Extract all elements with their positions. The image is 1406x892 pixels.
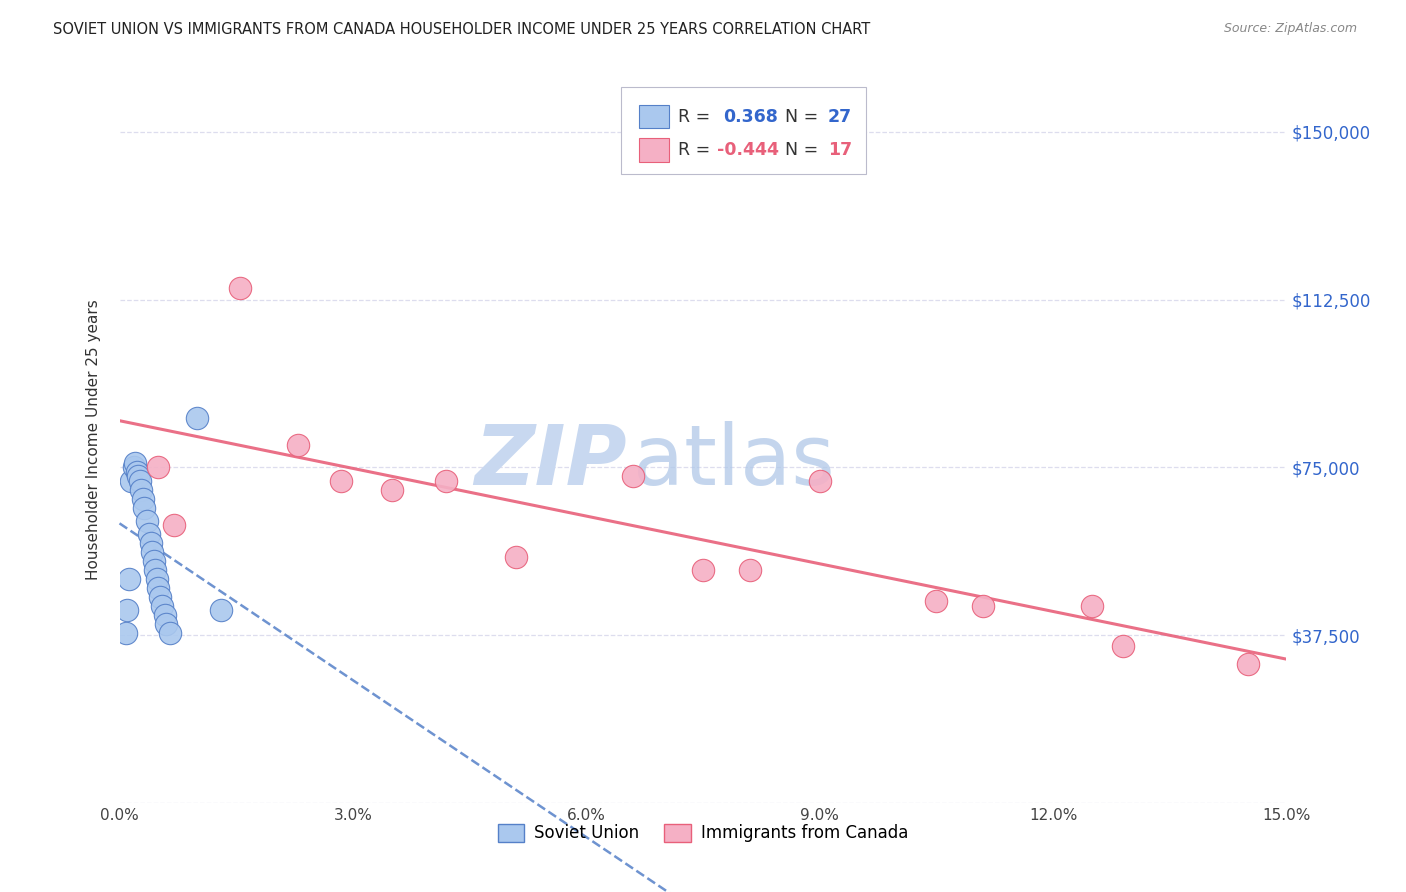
Point: [142, 554, 165, 568]
Point: [1081, 599, 1104, 613]
Point: [621, 469, 644, 483]
Text: SOVIET UNION VS IMMIGRANTS FROM CANADA HOUSEHOLDER INCOME UNDER 25 YEARS CORRELA: SOVIET UNION VS IMMIGRANTS FROM CANADA H…: [53, 22, 870, 37]
Text: N =: N =: [775, 141, 824, 159]
Point: [150, 599, 173, 613]
Point: [117, 603, 139, 617]
Point: [159, 625, 181, 640]
Point: [153, 607, 176, 622]
Point: [122, 460, 145, 475]
Point: [287, 438, 309, 452]
Point: [138, 527, 160, 541]
Point: [1112, 639, 1135, 653]
Point: [148, 460, 170, 475]
FancyBboxPatch shape: [621, 87, 866, 174]
Point: [186, 411, 208, 425]
Point: [925, 594, 948, 608]
Legend: Soviet Union, Immigrants from Canada: Soviet Union, Immigrants from Canada: [491, 817, 915, 849]
Point: [135, 514, 157, 528]
Point: [505, 549, 527, 564]
Point: [132, 491, 155, 506]
Point: [209, 603, 232, 617]
Point: [114, 625, 136, 640]
Point: [149, 590, 172, 604]
Point: [139, 536, 162, 550]
Point: [143, 563, 166, 577]
Point: [434, 474, 457, 488]
Text: R =: R =: [679, 141, 716, 159]
Text: 17: 17: [828, 141, 852, 159]
Point: [124, 456, 146, 470]
Point: [129, 483, 152, 497]
Point: [125, 465, 148, 479]
Point: [1236, 657, 1258, 672]
Text: atlas: atlas: [633, 421, 835, 501]
FancyBboxPatch shape: [638, 138, 669, 161]
Point: [127, 469, 149, 483]
Point: [141, 545, 163, 559]
Point: [148, 581, 170, 595]
Text: R =: R =: [679, 108, 716, 126]
Point: [972, 599, 994, 613]
Point: [155, 616, 177, 631]
Point: [134, 500, 156, 515]
Text: 0.368: 0.368: [723, 108, 778, 126]
Text: N =: N =: [775, 108, 824, 126]
Point: [808, 474, 831, 488]
Point: [692, 563, 714, 577]
Y-axis label: Householder Income Under 25 years: Householder Income Under 25 years: [86, 299, 101, 580]
FancyBboxPatch shape: [638, 105, 669, 128]
Point: [330, 474, 353, 488]
Point: [146, 572, 169, 586]
Point: [118, 572, 141, 586]
Point: [120, 474, 142, 488]
Point: [381, 483, 404, 497]
Point: [128, 474, 150, 488]
Text: Source: ZipAtlas.com: Source: ZipAtlas.com: [1223, 22, 1357, 36]
Text: ZIP: ZIP: [474, 421, 627, 501]
Text: -0.444: -0.444: [717, 141, 779, 159]
Point: [229, 281, 252, 295]
Text: 27: 27: [828, 108, 852, 126]
Point: [163, 518, 186, 533]
Point: [738, 563, 761, 577]
